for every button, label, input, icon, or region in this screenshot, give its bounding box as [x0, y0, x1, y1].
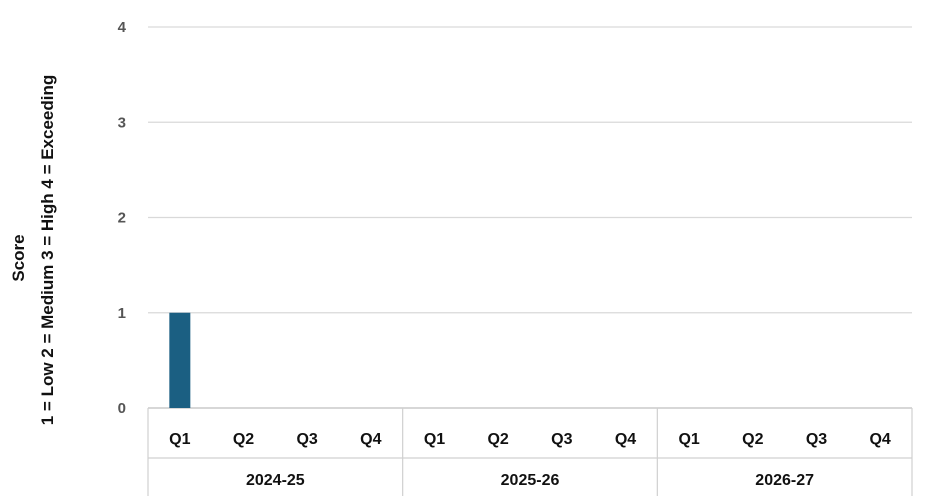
- y-tick-label: 0: [118, 400, 126, 417]
- y-tick-label: 3: [118, 114, 126, 131]
- y-axis-title-line-2: 1 = Low 2 = Medium 3 = High 4 = Exceedin…: [38, 75, 57, 426]
- bars: [169, 312, 191, 408]
- y-tick-labels: 0 1 2 3 4: [118, 19, 127, 417]
- y-axis-title: Score 1 = Low 2 = Medium 3 = High 4 = Ex…: [9, 75, 57, 426]
- gridlines: [148, 26, 912, 409]
- x-category-label: Q4: [869, 431, 890, 448]
- x-group-label: 2026-27: [755, 472, 814, 489]
- x-category-label: Q4: [360, 431, 381, 448]
- x-category-label: Q2: [233, 431, 254, 448]
- x-category-label: Q2: [487, 431, 508, 448]
- x-category-label: Q3: [806, 431, 827, 448]
- x-category-label: Q2: [742, 431, 763, 448]
- y-tick-label: 1: [118, 305, 126, 322]
- x-category-label: Q1: [169, 431, 190, 448]
- x-category-label: Q1: [424, 431, 445, 448]
- y-axis-title-line-1: Score: [9, 234, 28, 281]
- x-category-label: Q4: [615, 431, 636, 448]
- x-category-label: Q3: [296, 431, 317, 448]
- x-axis: Q1 Q2 Q3 Q4 Q1 Q2 Q3 Q4 Q1 Q2 Q3 Q4 2024-25 2025-26 20…: [147, 408, 913, 496]
- x-group-label: 2025-26: [501, 472, 560, 489]
- bar-2024-25-Q1: [169, 312, 191, 408]
- x-category-label: Q3: [551, 431, 572, 448]
- x-category-label: Q1: [678, 431, 699, 448]
- y-tick-label: 4: [118, 19, 127, 36]
- y-tick-label: 2: [118, 210, 126, 227]
- x-group-label: 2024-25: [246, 472, 305, 489]
